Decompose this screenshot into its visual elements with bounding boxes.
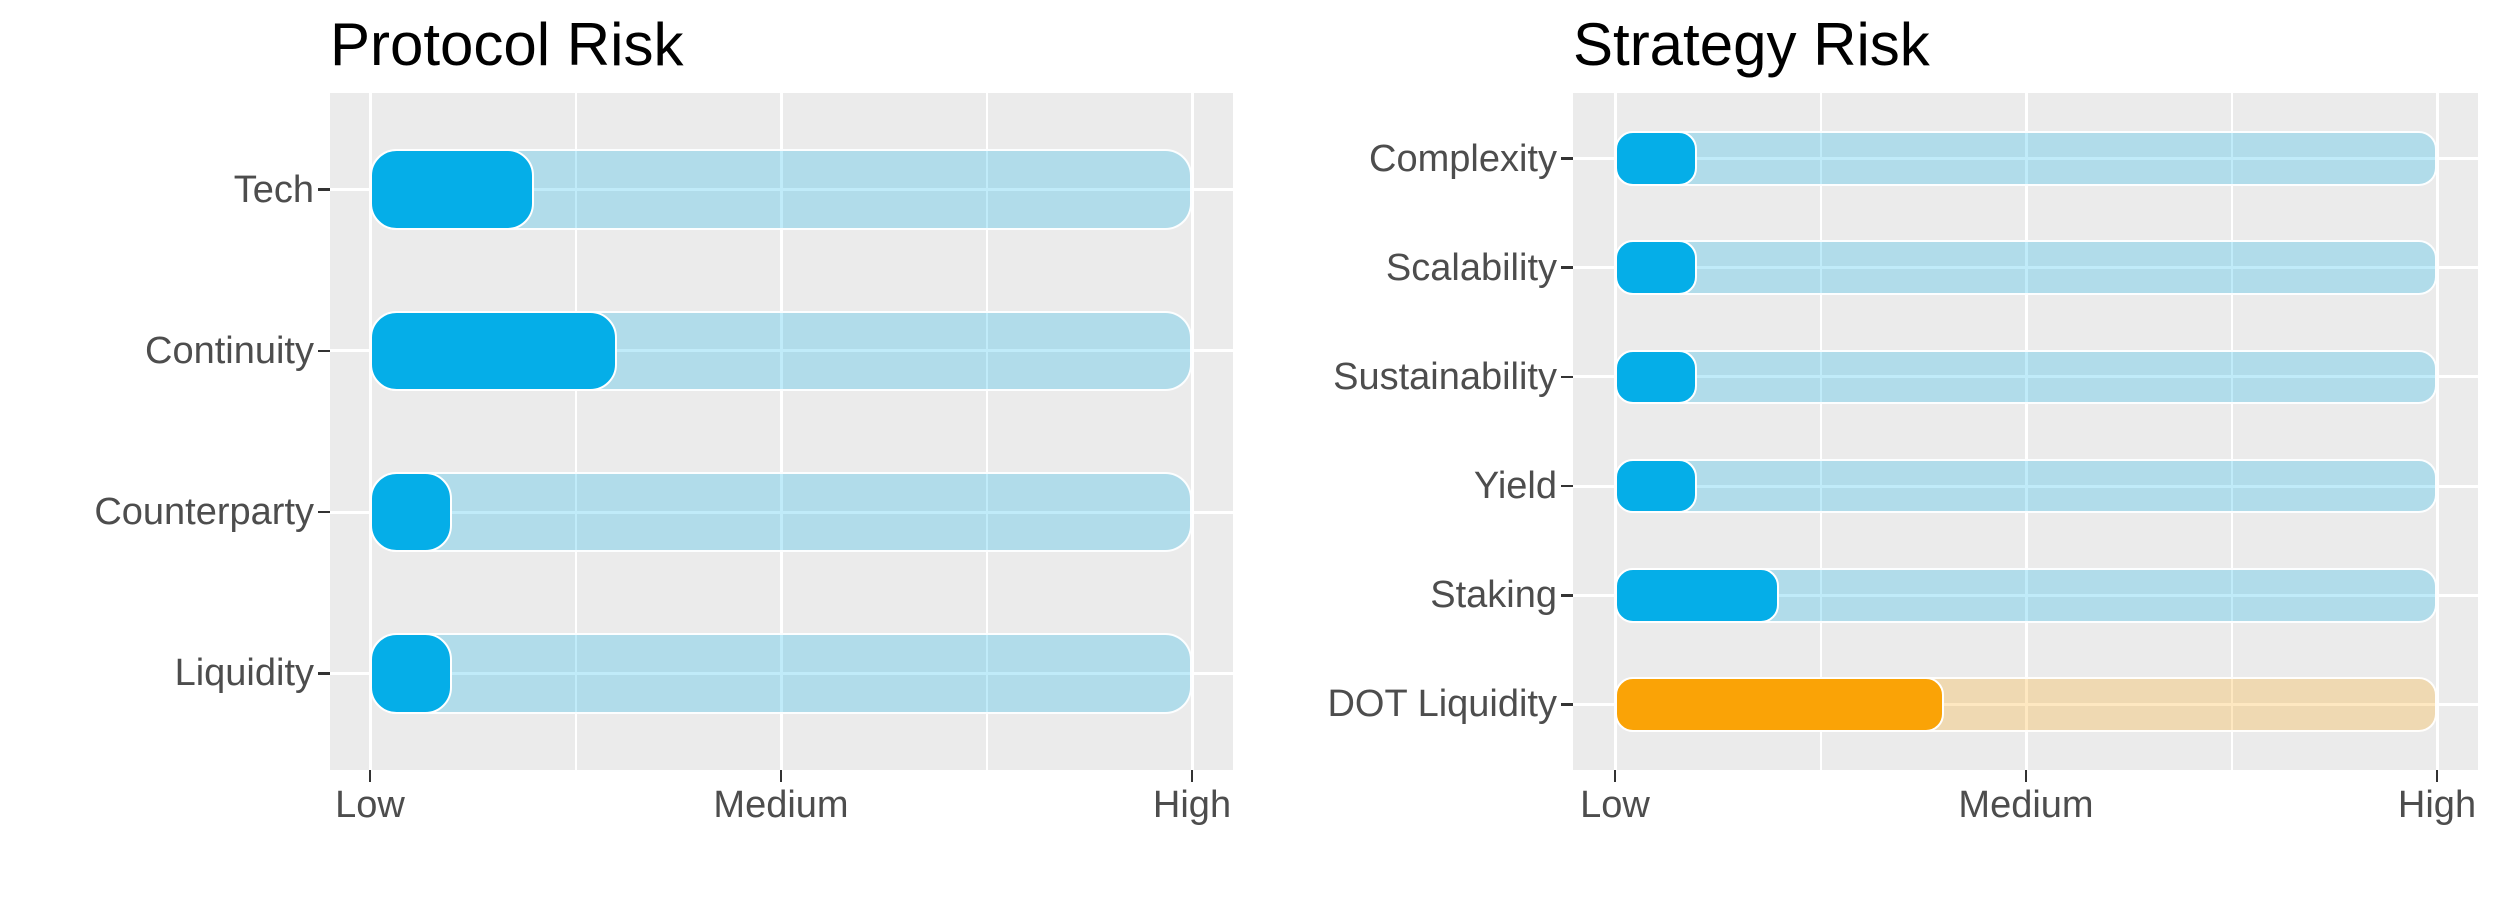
gridline-major bbox=[330, 510, 1233, 514]
complexity-bar bbox=[1615, 131, 1698, 186]
dot-liquidity-bar bbox=[1615, 677, 1944, 732]
gridline-minor bbox=[985, 93, 988, 770]
scalability-bar bbox=[1615, 240, 1698, 295]
gridline-major bbox=[2435, 93, 2439, 770]
counterparty-bar bbox=[370, 471, 453, 553]
gridline-major bbox=[1573, 157, 2478, 161]
y-axis-tick bbox=[1561, 703, 1573, 706]
strategy-risk-plot-area bbox=[1573, 93, 2478, 770]
gridline-major bbox=[330, 188, 1233, 192]
x-axis-tick bbox=[1613, 770, 1617, 782]
category-label-liquidity: Liquidity bbox=[174, 652, 314, 695]
gridline-major bbox=[1573, 484, 2478, 488]
strategy-risk-title: Strategy Risk bbox=[1573, 11, 1930, 78]
x-axis-tick bbox=[2435, 770, 2439, 782]
x-axis-label-medium: Medium bbox=[1958, 784, 2094, 826]
y-axis-tick bbox=[1561, 484, 1573, 488]
gridline-major bbox=[1190, 93, 1194, 770]
x-axis-label-high: High bbox=[1152, 784, 1232, 826]
protocol-risk-title: Protocol Risk bbox=[330, 11, 684, 78]
yield-bar bbox=[1615, 458, 1698, 514]
gridline-minor bbox=[2230, 93, 2233, 770]
category-label-dot-liquidity: DOT Liquidity bbox=[1327, 683, 1557, 726]
tech-bar bbox=[370, 149, 535, 230]
gridline-major bbox=[1573, 375, 2478, 379]
x-axis-label-low: Low bbox=[335, 784, 405, 826]
yield-track bbox=[1615, 458, 2437, 514]
gridline-major bbox=[1573, 593, 2478, 597]
y-axis-tick bbox=[318, 672, 330, 675]
category-label-counterparty: Counterparty bbox=[94, 491, 314, 534]
y-axis-tick bbox=[1561, 594, 1573, 597]
gridline-major bbox=[1573, 702, 2478, 706]
gridline-major bbox=[330, 349, 1233, 353]
gridline-major bbox=[368, 93, 372, 770]
y-axis-tick bbox=[318, 510, 330, 514]
liquidity-track bbox=[370, 632, 1192, 714]
gridline-major bbox=[1613, 93, 1617, 770]
category-label-complexity: Complexity bbox=[1369, 137, 1557, 180]
category-label-yield: Yield bbox=[1473, 465, 1557, 508]
x-axis-tick bbox=[779, 770, 783, 782]
sustainability-track bbox=[1615, 349, 2437, 405]
y-axis-tick bbox=[1561, 375, 1573, 379]
category-label-scalability: Scalability bbox=[1385, 246, 1557, 289]
y-axis-tick bbox=[1561, 157, 1573, 160]
complexity-track bbox=[1615, 131, 2437, 186]
protocol-risk-plot-area bbox=[330, 93, 1233, 770]
y-axis-tick bbox=[318, 188, 330, 191]
y-axis-tick bbox=[318, 349, 330, 353]
x-axis-label-medium: Medium bbox=[713, 784, 849, 826]
gridline-major bbox=[2024, 93, 2028, 770]
gridline-minor bbox=[1819, 93, 1822, 770]
category-label-tech: Tech bbox=[233, 168, 314, 211]
liquidity-bar bbox=[370, 632, 453, 714]
x-axis-label-low: Low bbox=[1580, 784, 1650, 826]
x-axis-tick bbox=[2024, 770, 2028, 782]
staking-bar bbox=[1615, 567, 1780, 623]
category-label-sustainability: Sustainability bbox=[1333, 355, 1557, 398]
x-axis-tick bbox=[368, 770, 372, 782]
sustainability-bar bbox=[1615, 349, 1698, 405]
category-label-staking: Staking bbox=[1430, 574, 1557, 617]
y-axis-tick bbox=[1561, 266, 1573, 269]
x-axis-tick bbox=[1190, 770, 1194, 782]
scalability-track bbox=[1615, 240, 2437, 295]
gridline-major bbox=[330, 671, 1233, 675]
gridline-major bbox=[1573, 266, 2478, 270]
continuity-bar bbox=[370, 310, 617, 392]
gridline-minor bbox=[574, 93, 577, 770]
x-axis-label-high: High bbox=[2397, 784, 2477, 826]
category-label-continuity: Continuity bbox=[145, 329, 314, 372]
counterparty-track bbox=[370, 471, 1192, 553]
gridline-major bbox=[779, 93, 783, 770]
